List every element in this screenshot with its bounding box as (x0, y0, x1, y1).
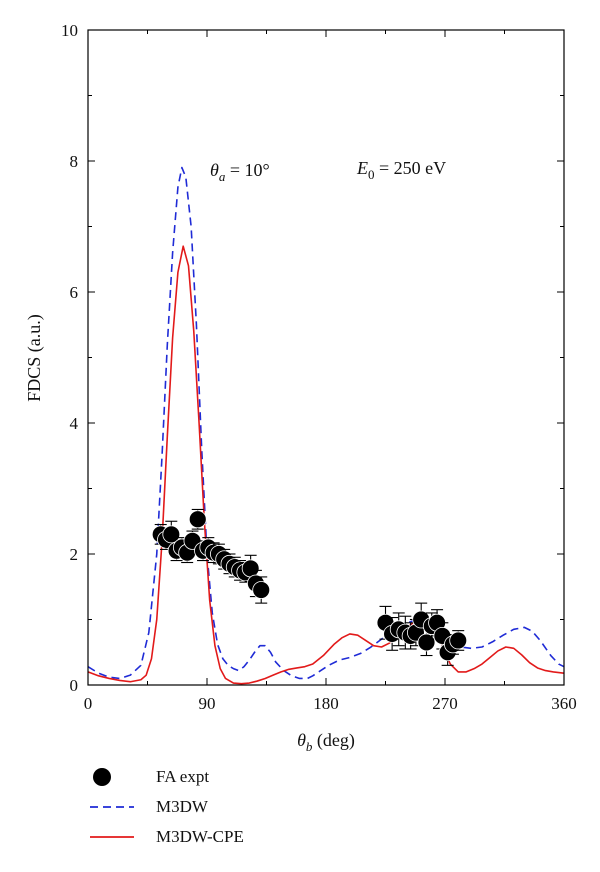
solid-line-icon (90, 836, 134, 838)
dashed-line-icon (90, 806, 134, 808)
legend-label-fa-expt: FA expt (156, 767, 210, 786)
y-tick-label: 0 (70, 676, 79, 695)
x-tick-label: 270 (432, 694, 458, 713)
series-line-m3dw (87, 166, 565, 680)
y-tick-label: 6 (70, 283, 79, 302)
y-tick-label: 4 (70, 414, 79, 433)
plot-lines (87, 166, 565, 685)
plot-points (151, 508, 468, 666)
y-tick-label: 10 (61, 21, 78, 40)
legend-label-m3dw: M3DW (156, 797, 208, 816)
data-point (252, 581, 271, 599)
legend-item: M3DW-CPE (90, 822, 244, 852)
y-tick-label: 8 (70, 152, 79, 171)
axis-ticks (87, 29, 565, 686)
x-tick-label: 180 (313, 694, 339, 713)
theta-a-annotation: θa = 10° (210, 160, 270, 184)
data-point (241, 559, 260, 578)
filled-circle-icon (93, 768, 111, 786)
data-point (188, 510, 207, 529)
data-point (449, 631, 468, 650)
data-point (162, 525, 181, 544)
x-tick-label: 90 (199, 694, 216, 713)
data-point (417, 633, 436, 652)
legend-label-m3dw-cpe: M3DW-CPE (156, 827, 244, 846)
legend-item: FA expt (90, 762, 244, 792)
series-line-m3dw-cpe (87, 245, 565, 685)
tick-labels: 0 90 180 270 360 0 2 4 6 8 10 (61, 21, 577, 713)
chart: 0 90 180 270 360 0 2 4 6 8 10 FDCS (a.u.) θb (deg)… (24, 21, 577, 754)
energy-annotation: E0 = 250 eV (356, 158, 446, 182)
y-tick-label: 2 (70, 545, 79, 564)
y-axis-label: FDCS (a.u.) (24, 314, 45, 402)
legend-item: M3DW (90, 792, 244, 822)
x-tick-label: 360 (551, 694, 577, 713)
legend: FA expt M3DW M3DW-CPE (90, 762, 244, 852)
x-tick-label: 0 (84, 694, 93, 713)
x-axis-label: θb (deg) (297, 730, 355, 754)
